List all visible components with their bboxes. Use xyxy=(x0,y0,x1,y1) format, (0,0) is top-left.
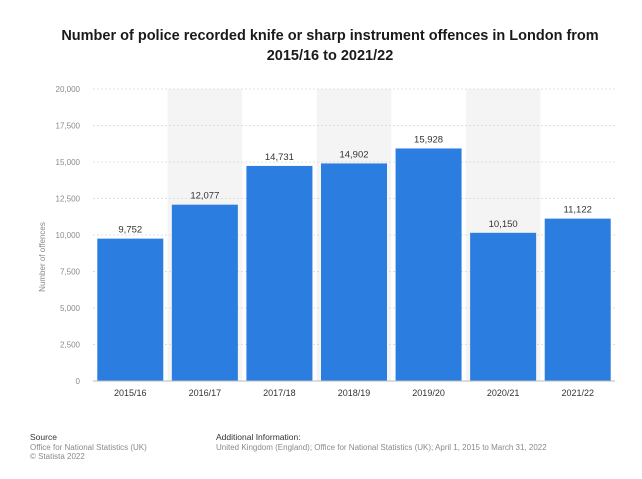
additional-info-text: United Kingdom (England); Office for Nat… xyxy=(216,442,547,452)
data-label: 10,150 xyxy=(489,219,518,230)
x-tick-label: 2019/20 xyxy=(412,388,445,398)
y-axis-ticks: 0 2,500 5,000 7,500 10,000 12,500 15,000 17,500… xyxy=(56,85,81,386)
y-tick-label: 15,000 xyxy=(56,158,81,167)
value-labels: 9,752 12,077 14,731 14,902 15,928 10,150 11,12… xyxy=(118,134,591,235)
additional-info-block: Additional Information: United Kingdom (… xyxy=(216,432,547,452)
bar xyxy=(544,218,611,381)
bar xyxy=(246,165,313,381)
bar xyxy=(171,204,238,381)
bar xyxy=(97,238,164,381)
chart-title-line-1: Number of police recorded knife or sharp… xyxy=(61,28,599,44)
data-label: 15,928 xyxy=(414,134,443,145)
x-tick-label: 2018/19 xyxy=(338,388,371,398)
source-text: Office for National Statistics (UK) xyxy=(30,442,147,452)
data-label: 11,122 xyxy=(564,205,592,216)
x-tick-label: 2021/22 xyxy=(561,388,594,398)
y-tick-label: 10,000 xyxy=(56,231,81,240)
bar xyxy=(470,232,537,381)
x-tick-label: 2015/16 xyxy=(114,388,147,398)
y-tick-label: 20,000 xyxy=(56,85,81,94)
y-tick-label: 17,500 xyxy=(56,122,81,131)
y-axis-label: Number of offences xyxy=(38,222,47,292)
x-tick-label: 2016/17 xyxy=(189,388,222,398)
bars xyxy=(97,148,611,381)
chart-title-line-2: 2015/16 to 2021/22 xyxy=(266,48,394,64)
bar xyxy=(321,163,387,381)
y-tick-label: 12,500 xyxy=(56,195,81,204)
data-label: 12,077 xyxy=(190,191,219,202)
additional-info-heading: Additional Information: xyxy=(216,432,301,442)
data-label: 9,752 xyxy=(118,225,142,236)
x-tick-label: 2020/21 xyxy=(487,388,520,398)
data-label: 14,902 xyxy=(339,149,368,160)
bar xyxy=(395,148,462,381)
data-label: 14,731 xyxy=(265,152,294,163)
chart-title: Number of police recorded knife or sharp… xyxy=(40,26,620,66)
x-tick-label: 2017/18 xyxy=(263,388,296,398)
copyright-text: © Statista 2022 xyxy=(30,452,85,461)
y-tick-label: 0 xyxy=(76,377,81,386)
x-axis-ticks: 2015/16 2016/17 2017/18 2018/19 2019/20 2020/… xyxy=(114,388,594,398)
y-tick-label: 5,000 xyxy=(60,304,81,313)
source-heading: Source xyxy=(30,432,57,442)
source-block: Source Office for National Statistics (U… xyxy=(30,432,147,462)
y-tick-label: 7,500 xyxy=(60,268,81,277)
y-tick-label: 2,500 xyxy=(60,341,81,350)
